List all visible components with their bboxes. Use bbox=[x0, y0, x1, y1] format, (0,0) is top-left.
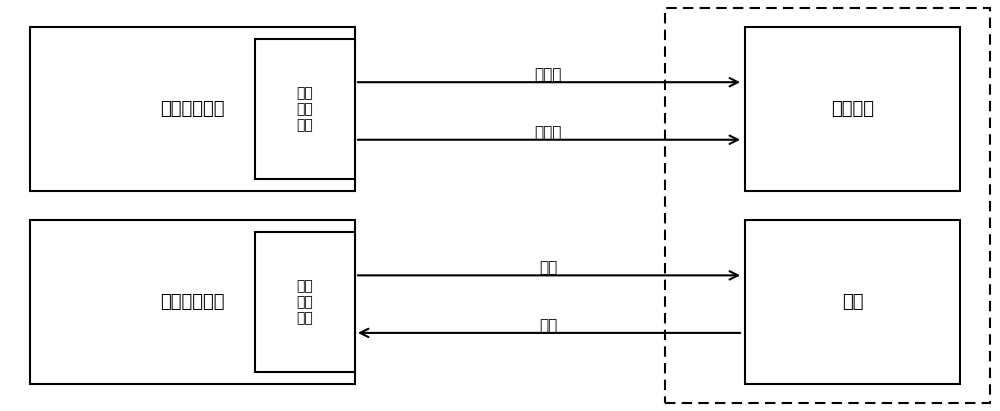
Text: 电场发生单元: 电场发生单元 bbox=[160, 100, 225, 118]
Bar bbox=[30, 27, 355, 191]
Text: 接地端: 接地端 bbox=[534, 125, 562, 140]
Bar bbox=[745, 220, 960, 384]
Bar bbox=[255, 39, 355, 179]
Text: 平行极板: 平行极板 bbox=[831, 100, 874, 118]
Bar bbox=[255, 232, 355, 372]
Bar bbox=[30, 220, 355, 384]
Text: 线圈: 线圈 bbox=[842, 293, 863, 311]
Text: 高压
输出
接口: 高压 输出 接口 bbox=[297, 86, 313, 132]
Bar bbox=[665, 8, 990, 403]
Text: 火线: 火线 bbox=[539, 261, 557, 275]
Text: 磁场发生单元: 磁场发生单元 bbox=[160, 293, 225, 311]
Text: 输出端: 输出端 bbox=[534, 67, 562, 82]
Bar bbox=[745, 27, 960, 191]
Text: 零线: 零线 bbox=[539, 318, 557, 333]
Text: 交流
输出
接口: 交流 输出 接口 bbox=[297, 279, 313, 325]
